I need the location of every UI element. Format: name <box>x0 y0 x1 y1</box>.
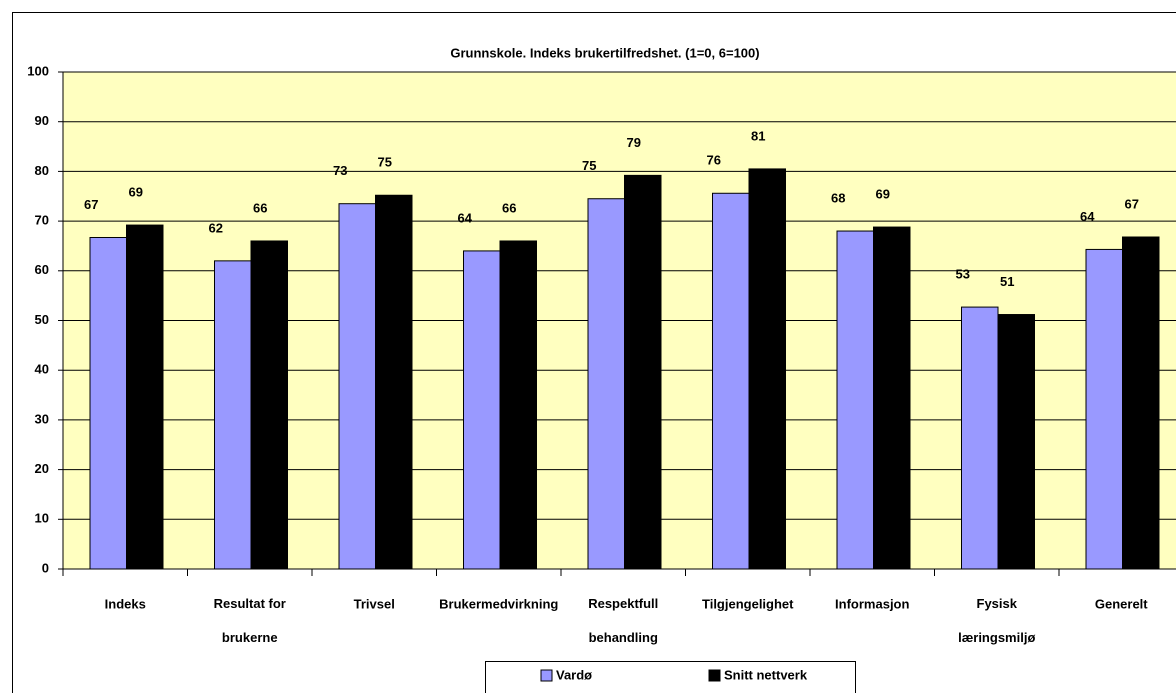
bar <box>1122 236 1160 570</box>
bar <box>338 203 376 570</box>
x-tick-label: Resultat for brukerne <box>214 596 286 645</box>
data-label: 79 <box>627 135 641 150</box>
y-tick-label: 30 <box>35 411 49 426</box>
bar <box>89 237 127 570</box>
bar <box>748 168 786 570</box>
data-label: 81 <box>751 128 765 143</box>
x-tick-label: Respektfull behandling <box>588 596 658 645</box>
bar <box>126 224 164 570</box>
data-label: 53 <box>956 267 970 282</box>
data-label: 67 <box>84 197 98 212</box>
y-tick-label: 70 <box>35 213 49 228</box>
data-label: 75 <box>378 155 392 170</box>
bar <box>997 314 1035 570</box>
data-label: 76 <box>707 153 721 168</box>
x-tick-label: Generelt <box>1095 596 1148 611</box>
x-tick-label: Informasjon <box>835 596 909 611</box>
data-label: 69 <box>129 185 143 200</box>
legend-swatch <box>708 669 721 682</box>
y-tick-label: 80 <box>35 163 49 178</box>
x-tick-label: Fysisk læringsmiljø <box>958 596 1035 645</box>
data-label: 67 <box>1125 196 1139 211</box>
bar <box>250 240 288 570</box>
bar <box>499 240 537 570</box>
y-tick-label: 40 <box>35 362 49 377</box>
y-tick-label: 50 <box>35 312 49 327</box>
data-label: 51 <box>1000 274 1014 289</box>
legend-swatch <box>540 669 553 682</box>
bar <box>624 174 662 570</box>
bar <box>961 306 999 570</box>
bar <box>587 198 625 570</box>
bar <box>463 250 501 570</box>
data-label: 68 <box>831 190 845 205</box>
bar <box>375 194 413 570</box>
x-tick-label: Trivsel <box>354 596 395 611</box>
bar <box>214 260 252 570</box>
y-tick-label: 0 <box>42 560 49 575</box>
bar <box>836 230 874 570</box>
y-tick-label: 10 <box>35 511 49 526</box>
bar <box>873 226 911 570</box>
y-tick-label: 60 <box>35 262 49 277</box>
bar <box>1085 248 1123 570</box>
data-label: 64 <box>458 210 473 225</box>
data-label: 73 <box>333 163 347 178</box>
data-label: 75 <box>582 158 596 173</box>
data-label: 66 <box>502 200 516 215</box>
y-tick-label: 100 <box>27 63 49 78</box>
chart-title: Grunnskole. Indeks brukertilfredshet. (1… <box>450 45 759 60</box>
legend-label: Snitt nettverk <box>724 667 808 682</box>
data-label: 64 <box>1080 209 1095 224</box>
x-tick-label: Indeks <box>105 596 146 611</box>
y-tick-label: 20 <box>35 461 49 476</box>
bar <box>712 192 750 570</box>
x-tick-label: Tilgjengelighet <box>702 596 794 611</box>
data-label: 66 <box>253 200 267 215</box>
y-tick-label: 90 <box>35 113 49 128</box>
data-label: 62 <box>209 220 223 235</box>
data-label: 69 <box>876 187 890 202</box>
legend-label: Vardø <box>556 667 592 682</box>
x-tick-label: Brukermedvirkning <box>439 596 558 611</box>
